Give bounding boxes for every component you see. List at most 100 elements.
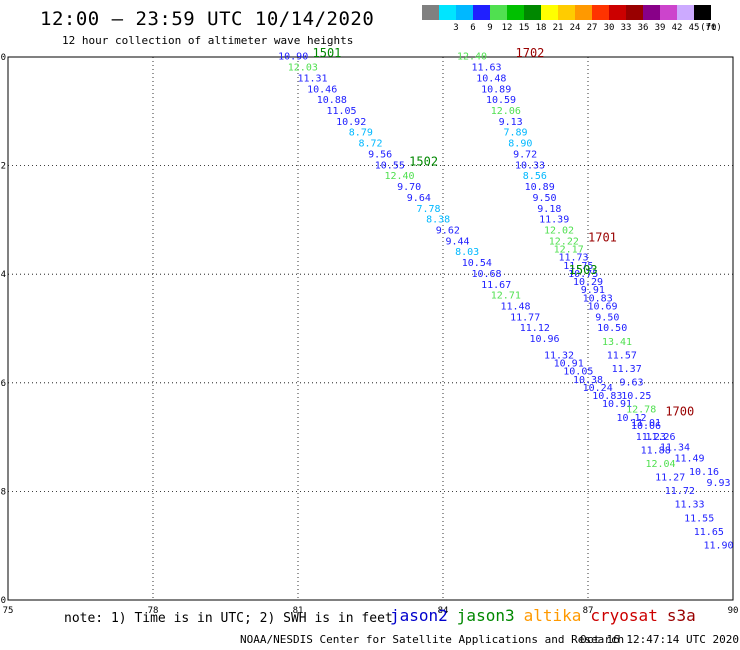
x-tick-label: 90	[728, 606, 739, 616]
pass-label: 1501	[313, 46, 342, 60]
swh-value: 12.40	[457, 52, 487, 63]
swh-value: 7.89	[503, 128, 527, 139]
swh-value: 10.25	[621, 391, 651, 402]
scale-label: 24	[569, 23, 581, 33]
swh-value: 9.64	[407, 193, 431, 204]
satellite-legend: jason2 jason3 altika cryosat s3a	[390, 606, 705, 625]
pass-label: 1701	[588, 231, 617, 245]
swh-value: 9.62	[436, 225, 460, 236]
swh-value: 11.37	[612, 364, 642, 375]
axis-ticks: 75 78 81 84 87 90 -50 -52 -54 -56 -58 -60	[0, 53, 738, 616]
swh-value: 8.03	[455, 247, 479, 258]
satellite-s3a: s3a	[666, 606, 696, 625]
swh-value: 11.27	[655, 473, 685, 484]
swh-value: 9.13	[499, 117, 523, 128]
swh-value: 9.44	[445, 236, 469, 247]
swh-value: 10.91	[554, 359, 584, 370]
swh-value: 12.71	[491, 291, 521, 302]
swh-value: 11.65	[694, 527, 724, 538]
swh-value: 11.90	[703, 540, 733, 551]
swh-value: 10.29	[573, 277, 603, 288]
scale-label: 45	[688, 23, 700, 33]
swh-value: 11.75	[563, 261, 593, 272]
swh-value: 11.77	[510, 312, 540, 323]
scale-label: 70	[705, 23, 717, 33]
swh-value: 10.05	[563, 367, 593, 378]
scale-label: 27	[586, 23, 598, 33]
swh-value: 10.55	[375, 160, 405, 171]
footer-credit: NOAA/NESDIS Center for Satellite Applica…	[240, 633, 625, 646]
scale-label: 21	[552, 23, 564, 33]
swh-value: 10.59	[486, 95, 516, 106]
y-tick-label: -52	[0, 162, 6, 172]
swh-value: 11.73	[558, 253, 588, 264]
scale-unit: (ft)	[700, 23, 722, 33]
page-subtitle: 12 hour collection of altimeter wave hei…	[62, 34, 354, 47]
scale-swatch	[558, 5, 575, 20]
scale-swatch	[694, 5, 711, 20]
scale-label: 3	[453, 23, 459, 33]
scale-swatch	[456, 5, 473, 20]
swh-value: 12.03	[288, 63, 318, 74]
swh-value: 10.69	[587, 301, 617, 312]
swh-value: 10.06	[631, 421, 661, 432]
swh-value: 12.40	[384, 171, 414, 182]
swh-value: 10.91	[602, 399, 632, 410]
swh-value: 8.72	[358, 139, 382, 150]
units-note: note: 1) Time is in UTC; 2) SWH is in fe…	[64, 611, 393, 626]
swh-value: 9.50	[595, 312, 619, 323]
swh-value: 11.12	[520, 323, 550, 334]
x-tick-label: 84	[438, 606, 449, 616]
scale-swatch	[609, 5, 626, 20]
swh-value: 9.93	[706, 478, 730, 489]
scale-swatch	[422, 5, 439, 20]
swh-value: 11.31	[297, 73, 327, 84]
swh-value: 11.55	[684, 513, 714, 524]
swh-value: 10.88	[317, 95, 347, 106]
swh-value: 10.12	[616, 413, 646, 424]
swh-value: 10.38	[573, 375, 603, 386]
swh-value: 10.75	[568, 269, 598, 280]
scale-swatch	[626, 5, 643, 20]
satellite-jason2: jason2	[390, 606, 448, 625]
y-tick-label: -50	[0, 53, 6, 63]
x-tick-label: 75	[3, 606, 14, 616]
swh-value: 12.78	[626, 405, 656, 416]
scale-label: 33	[620, 23, 632, 33]
swh-value: 8.56	[523, 171, 547, 182]
scale-swatch	[592, 5, 609, 20]
swh-value: 10.83	[583, 293, 613, 304]
swh-value: 10.50	[597, 323, 627, 334]
scale-swatch	[677, 5, 694, 20]
swh-value: 10.16	[689, 467, 719, 478]
swh-value: 10.90	[278, 52, 308, 63]
swh-value: 12.02	[544, 225, 574, 236]
y-tick-label: -56	[0, 379, 6, 389]
swh-value: 11.39	[539, 215, 569, 226]
swh-value: 8.38	[426, 215, 450, 226]
scale-label: 30	[603, 23, 615, 33]
scale-swatch	[507, 5, 524, 20]
pass-labels: 1501 1502 1503 1702 1701 1700	[313, 46, 695, 418]
pass-label: 1700	[665, 404, 694, 418]
swh-value: 9.70	[397, 182, 421, 193]
swh-value: 10.96	[529, 334, 559, 345]
swh-value: 11.01	[631, 418, 661, 429]
swh-value: 10.48	[476, 73, 506, 84]
scale-label: 18	[535, 23, 547, 33]
grid-lines	[8, 57, 733, 600]
swh-value: 11.26	[645, 432, 675, 443]
swh-value: 11.34	[660, 443, 690, 454]
swh-value: 10.33	[515, 160, 545, 171]
scale-label: 6	[470, 23, 476, 33]
y-tick-label: -58	[0, 487, 6, 497]
swh-value: 9.18	[537, 204, 561, 215]
swh-value: 11.88	[641, 445, 671, 456]
swh-value: 10.89	[525, 182, 555, 193]
swh-value: 12.17	[554, 244, 584, 255]
swh-value: 10.54	[462, 258, 492, 269]
swh-value: 9.56	[368, 149, 392, 160]
swh-value: 11.67	[481, 280, 511, 291]
swh-value: 10.92	[336, 117, 366, 128]
swh-value: 7.78	[416, 204, 440, 215]
